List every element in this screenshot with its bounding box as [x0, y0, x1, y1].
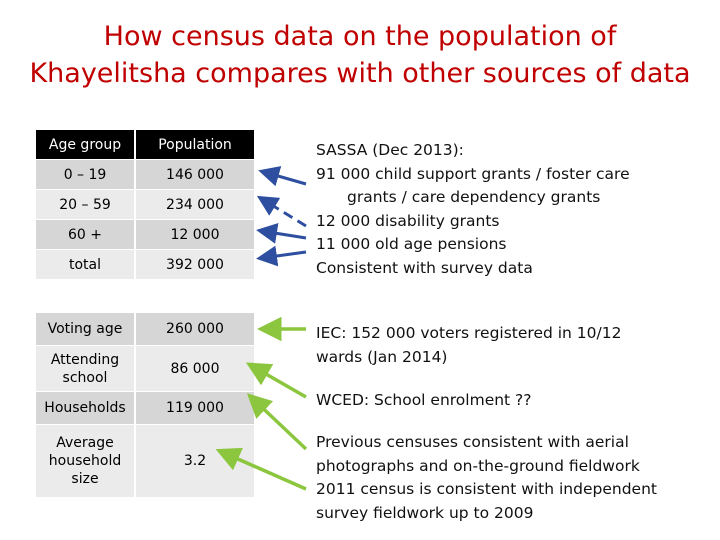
header-population: Population	[136, 130, 254, 159]
row-value: 234 000	[136, 190, 254, 219]
blue-arrow	[256, 245, 307, 267]
sassa-line: 12 000 disability grants	[316, 211, 500, 230]
iec-line: wards (Jan 2014)	[316, 347, 448, 366]
row-label: Attending school	[36, 346, 136, 391]
table-row: total 392 000	[36, 250, 254, 280]
table-row: Attending school 86 000	[36, 346, 254, 392]
table-row: 20 – 59 234 000	[36, 190, 254, 220]
row-label: 0 – 19	[36, 160, 136, 189]
table-row: Households 119 000	[36, 392, 254, 425]
green-arrow	[246, 393, 308, 451]
table-row: Voting age 260 000	[36, 313, 254, 346]
row-label: Average household size	[36, 425, 136, 497]
row-value: 146 000	[136, 160, 254, 189]
previous-line: photographs and on-the-ground fieldwork	[316, 456, 640, 475]
row-label: total	[36, 250, 136, 279]
previous-censuses-text: Previous censuses consistent with aerial…	[316, 431, 696, 525]
row-value: 3.2	[136, 425, 254, 497]
slide-title: How census data on the population of Kha…	[20, 18, 700, 92]
sassa-line: 11 000 old age pensions	[316, 235, 507, 253]
sassa-line: grants / care dependency grants	[347, 188, 601, 206]
title-line-1: How census data on the population of	[103, 21, 617, 52]
iec-text: IEC: 152 000 voters registered in 10/12 …	[316, 322, 696, 369]
title-line-2: Khayelitsha compares with other sources …	[29, 58, 691, 89]
table-row: 60 + 12 000	[36, 220, 254, 250]
table-row: Average household size 3.2	[36, 425, 254, 498]
previous-line: Previous censuses consistent with aerial	[316, 433, 629, 451]
sassa-line: Consistent with survey data	[316, 258, 533, 277]
blue-arrow	[258, 166, 307, 187]
blue-arrow	[256, 222, 307, 244]
previous-line: survey fieldwork up to 2009	[316, 503, 534, 522]
green-arrow	[245, 362, 307, 399]
row-label: 20 – 59	[36, 190, 136, 219]
table-row: 0 – 19 146 000	[36, 160, 254, 190]
table-header-row: Age group Population	[36, 130, 254, 160]
row-value: 119 000	[136, 392, 254, 424]
sassa-text: SASSA (Dec 2013): 91 000 child support g…	[316, 139, 696, 280]
iec-line: IEC: 152 000 voters registered in 10/12	[316, 324, 622, 342]
row-value: 12 000	[136, 220, 254, 249]
row-label: Households	[36, 392, 136, 424]
row-value: 86 000	[136, 346, 254, 391]
row-label: 60 +	[36, 220, 136, 249]
sassa-heading: SASSA (Dec 2013):	[316, 141, 464, 159]
row-value: 392 000	[136, 250, 254, 279]
previous-line: 2011 census is consistent with independe…	[316, 480, 657, 498]
age-group-table: Age group Population 0 – 19 146 000 20 –…	[36, 130, 254, 280]
blue-arrow-dashed	[256, 195, 307, 228]
wced-text: WCED: School enrolment ??	[316, 389, 696, 413]
sassa-line: 91 000 child support grants / foster car…	[316, 164, 630, 183]
row-value: 260 000	[136, 313, 254, 345]
wced-line: WCED: School enrolment ??	[316, 391, 532, 409]
indicators-table: Voting age 260 000 Attending school 86 0…	[36, 313, 254, 498]
row-label: Voting age	[36, 313, 136, 345]
header-age-group: Age group	[36, 130, 136, 159]
